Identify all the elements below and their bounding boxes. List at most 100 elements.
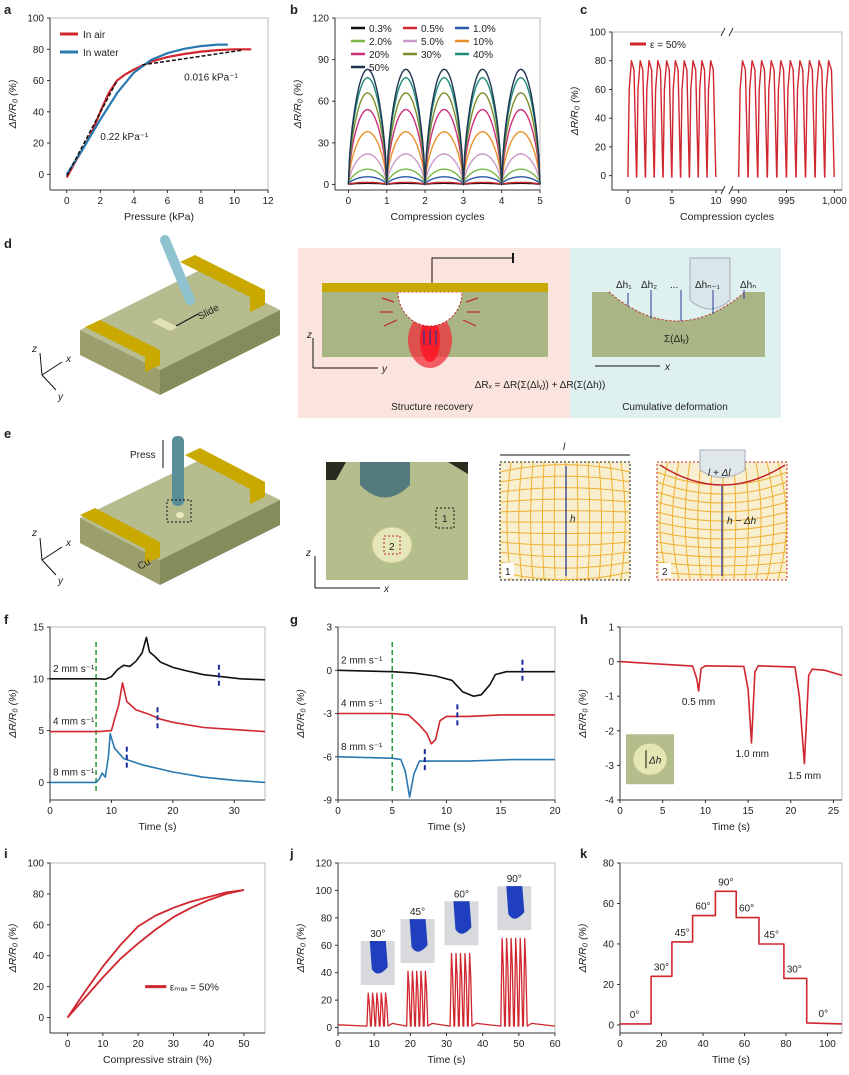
legend-label: 50% — [369, 63, 389, 74]
series-loading — [66, 889, 245, 1019]
legend-label: 20% — [369, 50, 389, 61]
dots-label: ... — [670, 280, 678, 291]
fit-line — [142, 49, 243, 66]
series-1.0% — [347, 176, 541, 186]
y-tick-label: 40 — [603, 939, 615, 950]
x-tick-label: 1 — [384, 196, 390, 207]
legend-label: 40% — [473, 50, 493, 61]
x-tick-label: 0 — [335, 1039, 341, 1050]
axis-z: z — [306, 330, 312, 341]
angle-label: 30° — [654, 962, 669, 973]
panel-label-e: e — [4, 426, 11, 441]
panel-label-k: k — [580, 846, 588, 861]
angle-label: 60° — [739, 904, 754, 915]
y-tick-label: 3 — [326, 623, 332, 634]
x-tick-label: 6 — [165, 196, 171, 207]
chart-b: 0 1 2 3 4 5 0 30 60 90 120 Compression cycles ΔR/R₀ … — [292, 14, 543, 224]
legend-label: In air — [83, 30, 106, 41]
box-1-label: 1 — [442, 514, 448, 525]
x-tick-label: 10 — [710, 196, 722, 207]
chart-h: 0 5 10 15 20 25 -4 -3 -2 -1 0 1 Time (s) ΔR/R₀ (%) 0.5… — [577, 623, 843, 833]
box-1-label: 1 — [505, 567, 511, 578]
y-tick-label: 60 — [603, 899, 615, 910]
mesh-line — [499, 487, 631, 493]
y-tick-label: 60 — [595, 85, 607, 96]
mesh-line — [755, 461, 762, 581]
y-tick-label: 0 — [38, 170, 44, 181]
series-bending — [337, 937, 556, 1027]
y-tick-label: 60 — [321, 941, 333, 952]
y-axis-label: ΔR/R₀ (%) — [7, 80, 19, 130]
x-tick-label: 10 — [229, 196, 241, 207]
panel-label-g: g — [290, 612, 298, 627]
y-tick-label: 100 — [27, 859, 44, 870]
series-label: 8 mm s⁻¹ — [341, 742, 383, 753]
y-tick-label: 1 — [608, 623, 614, 634]
y-tick-label: 40 — [33, 951, 45, 962]
panel-label-d: d — [4, 236, 12, 251]
x-tick-label: 20 — [549, 806, 561, 817]
electrode-bar — [322, 283, 548, 292]
legend-label: 10% — [473, 37, 493, 48]
series-10% — [347, 130, 541, 186]
x-axis-label: Pressure (kPa) — [124, 211, 194, 223]
mesh-line — [697, 461, 702, 581]
y-tick-label: 20 — [603, 980, 615, 991]
axis-x: x — [383, 584, 390, 595]
x-tick-label: 15 — [495, 806, 507, 817]
x-tick-label: 60 — [549, 1039, 561, 1050]
x-tick-label: 30 — [168, 1039, 180, 1050]
series-speed-2 — [337, 756, 555, 798]
x-axis-label: Time (s) — [712, 821, 750, 833]
y-tick-label: 60 — [33, 920, 45, 931]
axis-x: x — [664, 362, 671, 373]
mesh-line — [777, 461, 787, 581]
y-tick-label: -9 — [323, 796, 332, 807]
y-tick-label: 80 — [603, 859, 615, 870]
x-tick-label: 0 — [625, 196, 631, 207]
mesh-line — [518, 461, 523, 581]
dimple-icon — [632, 742, 668, 776]
dh2-label: Δh₂ — [641, 280, 657, 291]
diagram-e-inset: 1 2 z x — [305, 462, 468, 595]
y-tick-label: 40 — [321, 968, 333, 979]
x-tick-label: 30 — [229, 806, 241, 817]
axis-z: z — [31, 528, 37, 539]
x-axis-label: Compression cycles — [680, 211, 774, 223]
x-tick-label: 20 — [405, 1039, 417, 1050]
x-tick-label: 80 — [780, 1039, 792, 1050]
series-cycles — [738, 60, 835, 178]
series-speed-1 — [50, 682, 266, 733]
mesh-line — [499, 475, 631, 483]
axis-break-mark — [720, 185, 726, 195]
mesh-undeformed — [499, 461, 631, 581]
legend-label: 0.5% — [421, 24, 444, 35]
mesh-line — [744, 461, 749, 581]
electrode-left — [85, 320, 160, 372]
series-steps — [620, 890, 843, 1025]
x-tick-label: 990 — [730, 196, 747, 207]
mesh-line — [684, 461, 691, 581]
x-tick-label: 0 — [617, 1039, 623, 1050]
x-tick-label: 15 — [743, 806, 755, 817]
legend-label: 1.0% — [473, 24, 496, 35]
axis-break-mark — [728, 185, 734, 195]
series-in-water — [65, 43, 228, 175]
x-tick-label: 1,000 — [822, 196, 847, 207]
x-tick-label: 0 — [65, 1039, 71, 1050]
x-tick-label: 100 — [819, 1039, 836, 1050]
x-tick-label: 30 — [441, 1039, 453, 1050]
mesh-line — [609, 461, 614, 581]
depth-label: 1.0 mm — [736, 749, 769, 760]
y-tick-label: 15 — [33, 623, 45, 634]
y-tick-label: 80 — [33, 889, 45, 900]
x-tick-label: 10 — [106, 806, 118, 817]
axis-break — [723, 187, 731, 193]
series-0.5% — [348, 181, 541, 186]
angle-label: 60° — [454, 889, 469, 900]
x-axis-label: Time (s) — [138, 821, 176, 833]
dhn-label: Δhₙ — [740, 280, 756, 291]
y-tick-label: 40 — [33, 107, 45, 118]
y-tick-label: -3 — [323, 709, 332, 720]
series-label: 8 mm s⁻¹ — [53, 767, 95, 778]
